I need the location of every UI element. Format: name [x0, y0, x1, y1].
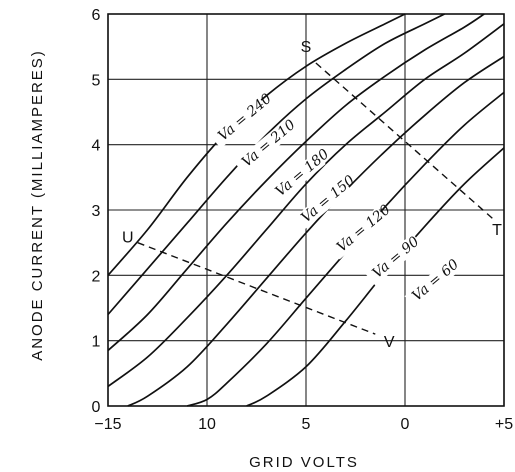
curve-va-60: [246, 147, 505, 407]
curve-va-210: [107, 13, 445, 316]
y-tick-label: 1: [92, 334, 101, 351]
curve-label-bg: [364, 233, 423, 286]
y-tick-label: 6: [92, 7, 101, 24]
point-label-v: V: [384, 334, 395, 351]
y-tick-label: 4: [92, 138, 101, 155]
characteristic-curves: [107, 13, 505, 407]
y-tick-label: 0: [92, 399, 101, 416]
curve-label: Va = 60: [409, 256, 462, 304]
point-label-s: S: [301, 39, 312, 56]
x-tick-label: 0: [401, 416, 410, 433]
curve-label-bg: [234, 122, 293, 175]
point-label-u: U: [122, 230, 134, 247]
x-tick-label: −15: [94, 416, 121, 433]
tick-labels: −15 10 5 0 +5 0 1 2 3 4 5 6: [92, 7, 514, 433]
x-tick-label: 10: [198, 416, 216, 433]
x-tick-label: 5: [302, 416, 311, 433]
curve-label-bg: [210, 96, 269, 149]
curve-label: Va = 150: [298, 172, 358, 226]
curve-va-180: [107, 13, 485, 352]
curve-va-90: [186, 91, 505, 407]
curve-label-bg: [267, 151, 326, 204]
curve-label-bg: [329, 207, 388, 260]
load-line: [315, 62, 495, 221]
y-axis-label: ANODE CURRENT (MILLIAMPERES): [29, 49, 46, 361]
point-label-t: T: [492, 222, 502, 239]
y-tick-label: 5: [92, 72, 101, 89]
point-labels: S T U V: [122, 39, 502, 351]
load-lines: [137, 62, 495, 335]
y-tick-label: 2: [92, 268, 101, 285]
curve-label-bg: [293, 177, 352, 230]
load-line: [137, 242, 376, 335]
curve-va-240: [107, 13, 406, 276]
curve-label-bg: [404, 256, 463, 309]
y-tick-label: 3: [92, 203, 101, 220]
curve-va-120: [127, 55, 505, 407]
x-tick-label: +5: [495, 416, 513, 433]
curve-label: Va = 90: [370, 234, 423, 282]
curve-va-150: [107, 23, 505, 388]
plot-frame: [107, 13, 505, 407]
x-axis-label: GRID VOLTS: [249, 454, 359, 471]
